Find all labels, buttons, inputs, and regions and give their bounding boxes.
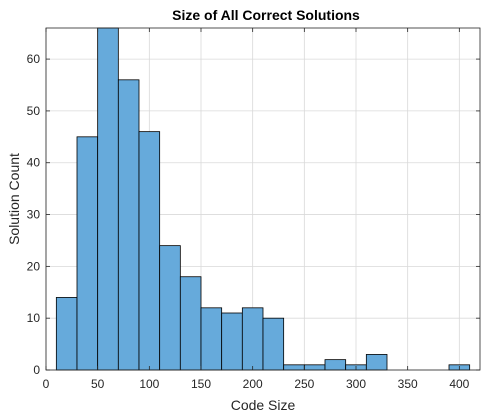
x-tick-label: 100: [139, 377, 159, 391]
y-axis-label: Solution Count: [6, 153, 22, 245]
x-tick-label: 300: [346, 377, 366, 391]
histogram-bar: [283, 364, 305, 371]
histogram-bar: [179, 276, 202, 371]
x-tick-label: 400: [449, 377, 469, 391]
plot-frame: [45, 27, 481, 371]
x-axis-ticks: 0 50 100 150 200 250 300 350 400: [43, 28, 470, 391]
histogram-bar: [76, 136, 99, 371]
histogram-bar: [200, 307, 223, 371]
histogram-bar: [241, 307, 264, 371]
y-tick-label: 30: [27, 208, 41, 222]
x-tick-label: 200: [243, 377, 263, 391]
x-tick-label: 50: [91, 377, 105, 391]
histogram-bar: [117, 79, 140, 371]
histogram-bar: [262, 317, 285, 371]
bars-group: [55, 27, 471, 371]
histogram-bar: [55, 297, 78, 371]
y-tick-label: 10: [27, 311, 41, 325]
y-tick-label: 60: [27, 52, 41, 66]
x-tick-label: 350: [398, 377, 418, 391]
histogram-bar: [303, 364, 326, 371]
histogram-bar: [221, 312, 243, 371]
y-tick-label: 40: [27, 156, 41, 170]
histogram-bar: [97, 27, 119, 371]
histogram-bar: [324, 359, 347, 371]
x-tick-label: 0: [43, 377, 50, 391]
histogram-bar: [138, 131, 161, 371]
y-tick-label: 20: [27, 259, 41, 273]
chart-title: Size of All Correct Solutions: [172, 7, 360, 23]
x-tick-label: 150: [191, 377, 211, 391]
histogram-bar: [365, 354, 388, 371]
x-axis-label: Code Size: [231, 397, 296, 413]
y-tick-label: 0: [33, 363, 40, 377]
x-tick-label: 250: [294, 377, 314, 391]
y-axis-ticks: 0 10 20 30 40 50 60: [27, 52, 480, 377]
histogram-bar: [159, 245, 181, 371]
y-tick-label: 50: [27, 104, 41, 118]
